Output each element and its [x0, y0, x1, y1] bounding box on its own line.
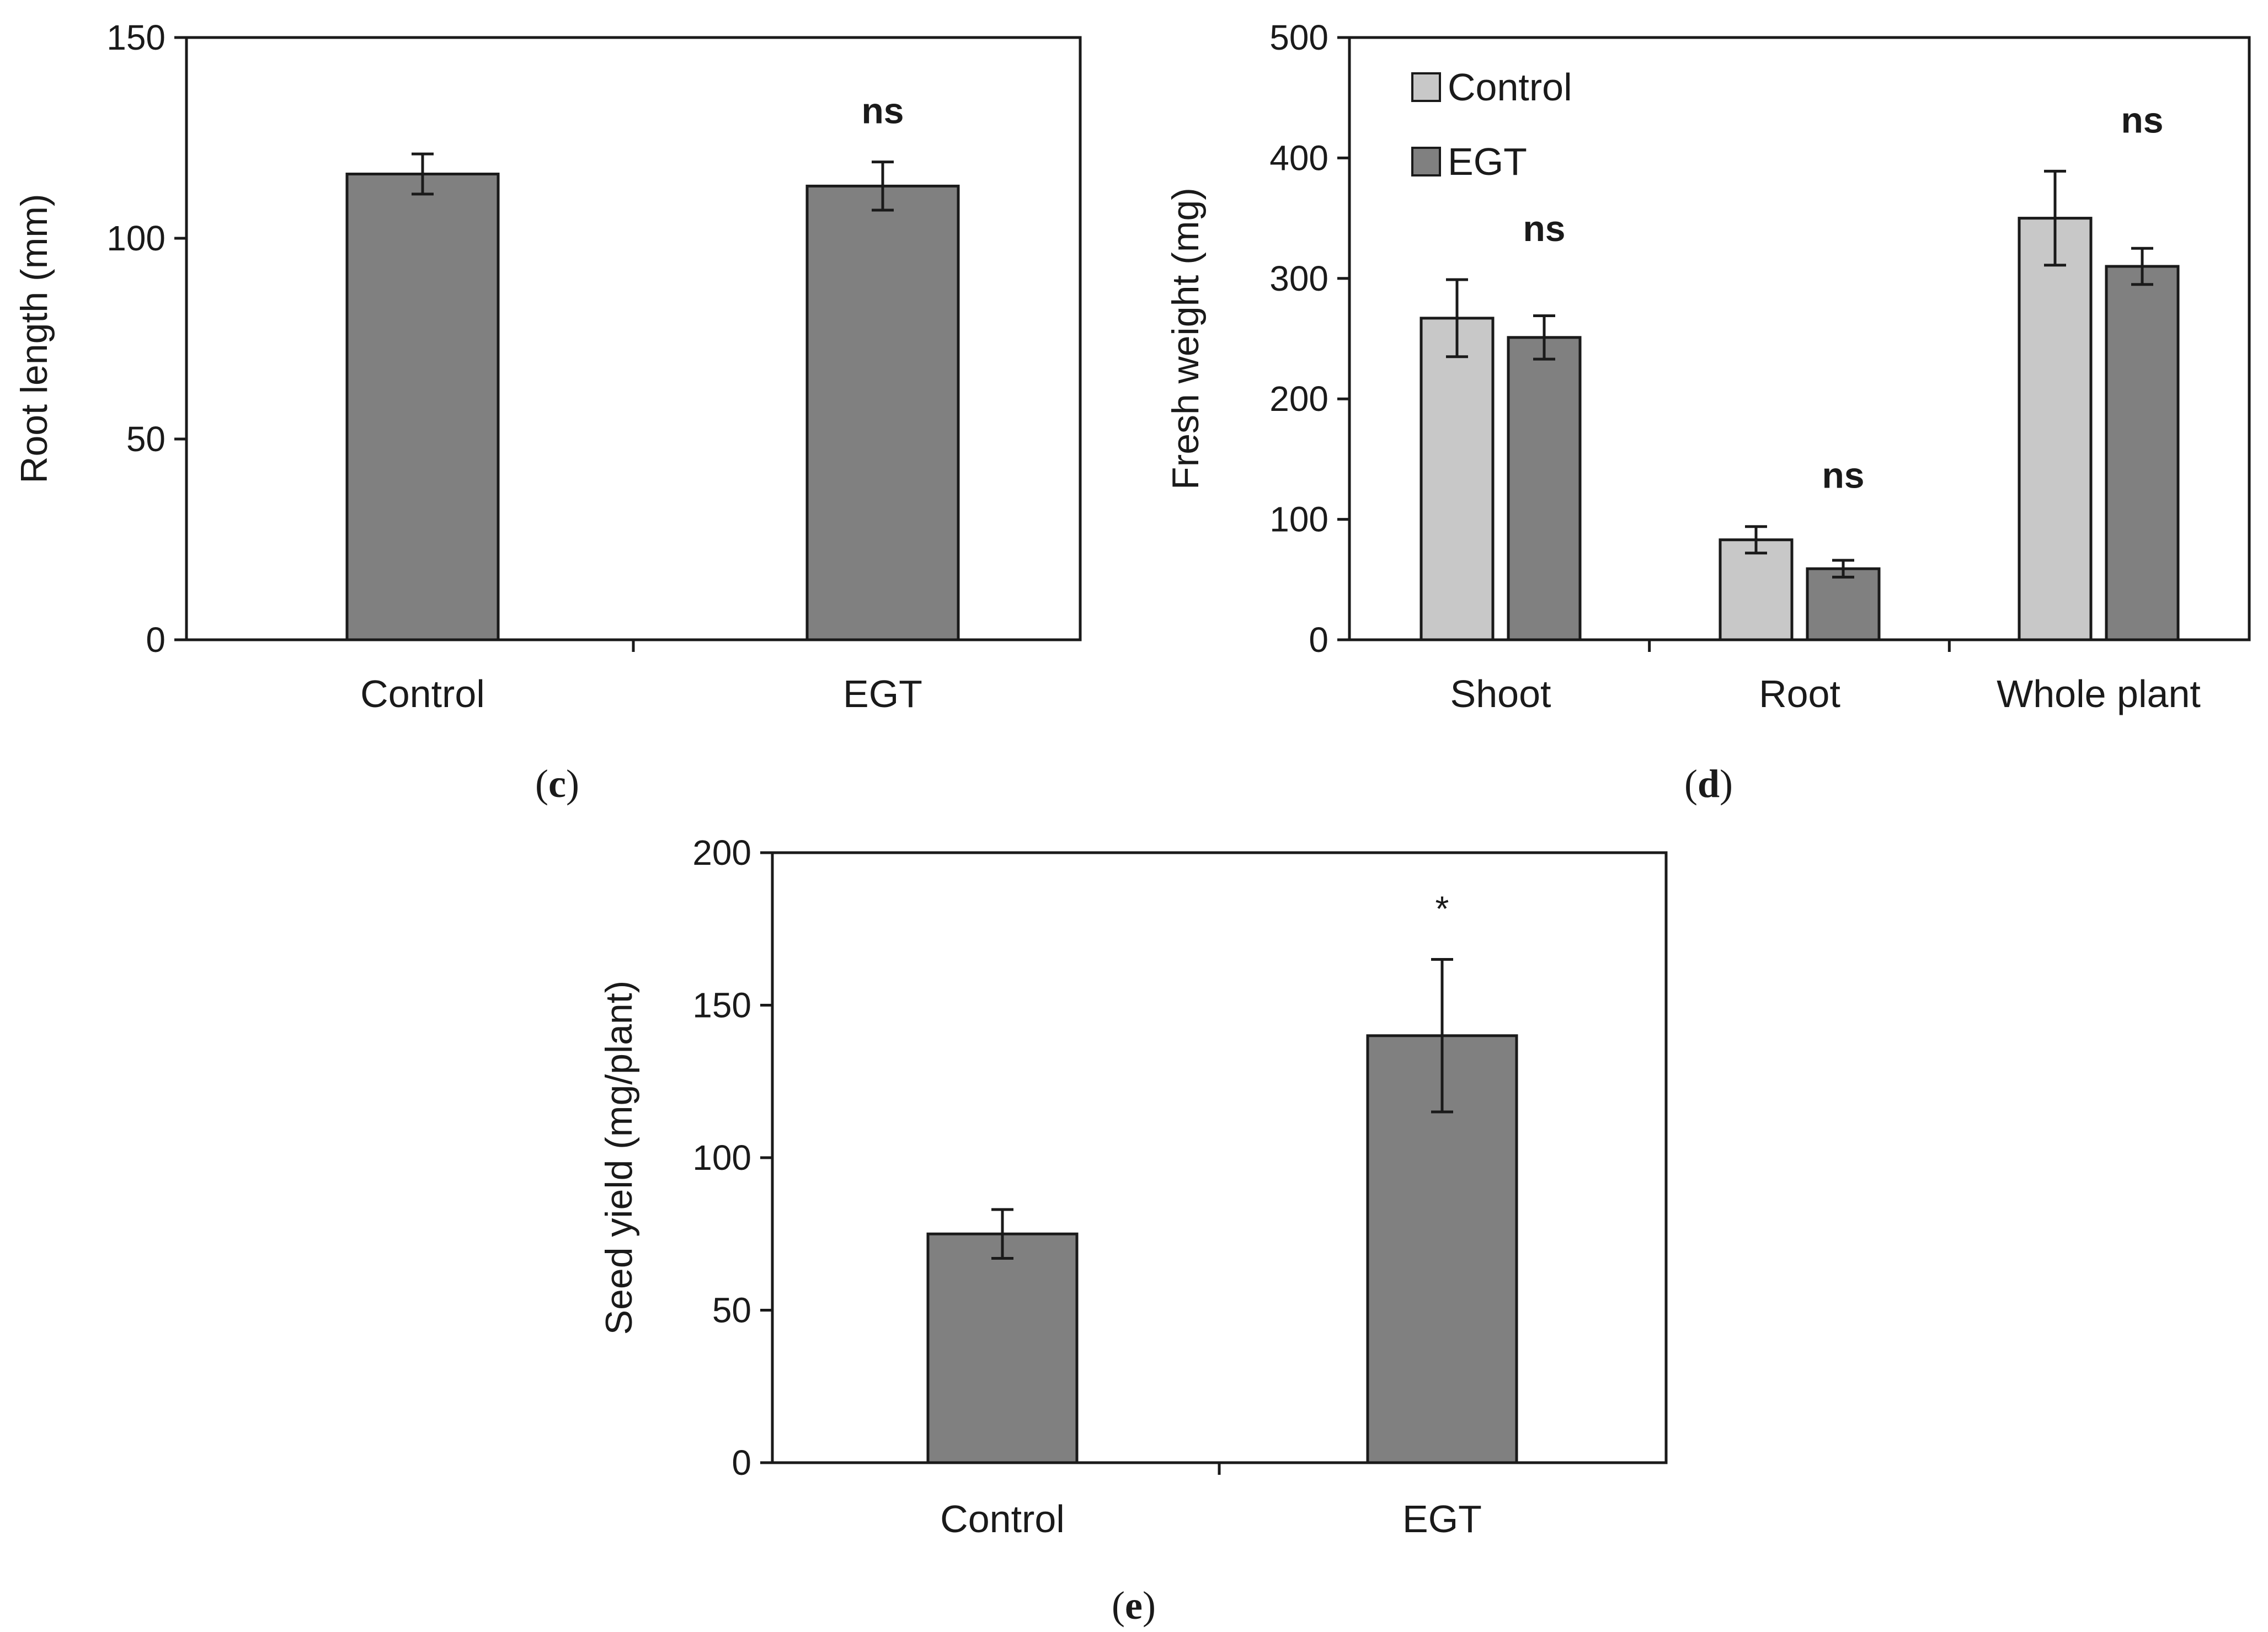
significance-label: ns: [861, 90, 904, 131]
y-tick-label: 200: [692, 833, 751, 873]
bar: [1719, 538, 1794, 641]
bar: [2018, 217, 2093, 641]
bar: [926, 1232, 1079, 1464]
chart-panel-e: 0 50 100 150 200 Seed yield (mg/plant) Control…: [598, 833, 1668, 1628]
chart-panel-c: 0 50 100 150 Root length (mm) Control EGT ns (c): [13, 18, 1082, 806]
y-axis-label: Seed yield (mg/plant): [598, 981, 640, 1335]
legend-swatch-egt: [1411, 147, 1441, 176]
y-tick-label: 500: [1269, 18, 1328, 57]
significance-label: ns: [1523, 208, 1565, 249]
y-tick-label: 50: [712, 1291, 751, 1330]
y-tick-label: 200: [1269, 379, 1328, 419]
panel-letter: d: [1698, 762, 1720, 806]
y-tick-label: 300: [1269, 259, 1328, 298]
x-category-label: Whole plant: [1997, 672, 2201, 715]
y-tick-label: 150: [106, 18, 166, 57]
y-axis-label: Fresh weight (mg): [1165, 188, 1207, 490]
x-category-label: EGT: [843, 672, 922, 715]
x-category-label: Root: [1759, 672, 1840, 715]
y-tick-label: 100: [1269, 500, 1328, 539]
y-tick-label: 150: [692, 986, 751, 1025]
bar: [2105, 265, 2180, 641]
y-tick-label: 100: [106, 218, 166, 258]
significance-label: *: [1435, 889, 1449, 929]
panel-letter: e: [1125, 1583, 1143, 1628]
bar: [805, 184, 960, 641]
y-tick-label: 50: [126, 419, 166, 459]
bar: [1507, 336, 1582, 641]
y-tick-label: 0: [146, 620, 166, 660]
x-category-label: Control: [360, 672, 485, 715]
legend-swatch-control: [1411, 72, 1441, 102]
legend-label-control: Control: [1448, 66, 1572, 109]
chart-panel-d: 0 100 200 300 400 500 Fresh weight (mg) Shoot Ro…: [1165, 18, 2251, 806]
y-tick-label: 0: [1309, 620, 1328, 660]
significance-label: ns: [2121, 99, 2163, 140]
plot-frame: [771, 851, 1668, 1464]
panel-label: (c): [535, 762, 579, 806]
x-category-label: EGT: [1402, 1497, 1482, 1540]
y-tick-label: 0: [732, 1443, 751, 1483]
bar: [1806, 567, 1881, 641]
plot-frame: [1348, 36, 2251, 641]
y-tick-label: 100: [692, 1138, 751, 1178]
panel-label: (e): [1112, 1583, 1156, 1628]
panel-label: (d): [1684, 762, 1733, 806]
x-category-label: Control: [940, 1497, 1065, 1540]
legend-label-egt: EGT: [1448, 140, 1527, 183]
panel-letter: c: [548, 762, 566, 806]
x-category-label: Shoot: [1450, 672, 1551, 715]
y-tick-label: 400: [1269, 138, 1328, 178]
y-axis-label: Root length (mm): [13, 194, 55, 483]
significance-label: ns: [1822, 455, 1864, 496]
bar: [1419, 317, 1495, 641]
bar: [345, 173, 500, 641]
